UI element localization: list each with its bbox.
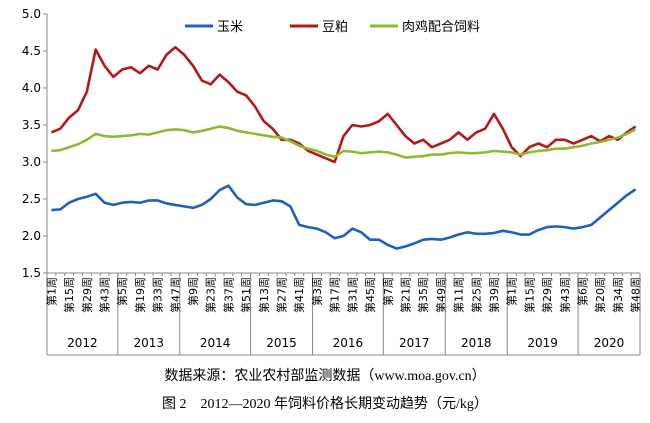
- x-tick-label: 第51周: [239, 277, 253, 313]
- x-tick-label: 第25周: [469, 277, 483, 313]
- y-tick-label: 4.0: [22, 81, 41, 95]
- x-tick-label: 第21周: [398, 277, 412, 313]
- source-note: 数据来源：农业农村部监测数据（www.moa.gov.cn）: [164, 368, 485, 384]
- x-tick-label: 第15周: [62, 277, 76, 313]
- x-tick-label: 第19周: [133, 277, 147, 313]
- x-tick-label: 第11周: [452, 277, 466, 313]
- year-label: 2018: [461, 336, 492, 350]
- x-tick-label: 第45周: [363, 277, 377, 313]
- x-tick-label: 第27周: [275, 277, 289, 313]
- x-tick-label: 第35周: [416, 277, 430, 313]
- legend-label: 玉米: [217, 20, 243, 35]
- series-line: [50, 46, 637, 164]
- series-line: [51, 184, 637, 250]
- x-tick-label: 第33周: [151, 277, 165, 313]
- x-tick-label: 第6周: [575, 277, 589, 306]
- x-tick-label: 第43周: [558, 277, 572, 313]
- x-tick-label: 第43周: [98, 277, 112, 313]
- x-tick-label: 第49周: [434, 277, 448, 313]
- x-tick-label: 第1周: [505, 277, 519, 306]
- year-label: 2019: [527, 336, 558, 350]
- year-label: 2012: [67, 336, 98, 350]
- x-tick-label: 第23周: [204, 277, 218, 313]
- x-tick-label: 第1周: [44, 277, 58, 306]
- y-tick-label: 2.0: [22, 229, 41, 243]
- caption: 图 2 2012—2020 年饲料价格长期变动趋势（元/kg）: [162, 396, 488, 412]
- year-label: 2014: [200, 336, 231, 350]
- x-tick-label: 第37周: [221, 277, 235, 313]
- year-label: 2013: [134, 336, 165, 350]
- year-label: 2020: [594, 336, 625, 350]
- x-tick-label: 第17周: [328, 277, 342, 313]
- legend-label: 肉鸡配合饲料: [402, 19, 480, 35]
- legend-label: 豆粕: [322, 20, 348, 35]
- x-tick-label: 第39周: [487, 277, 501, 313]
- y-tick-label: 2.5: [22, 192, 41, 206]
- x-tick-label: 第7周: [381, 277, 395, 306]
- x-tick-label: 第41周: [292, 277, 306, 313]
- x-tick-label: 第29周: [80, 277, 94, 313]
- series-line: [51, 125, 637, 159]
- y-tick-label: 1.5: [22, 266, 41, 280]
- x-tick-label: 第3周: [310, 277, 324, 306]
- x-tick-label: 第15周: [522, 277, 536, 313]
- y-tick-label: 4.5: [22, 44, 41, 58]
- y-tick-label: 5.0: [22, 7, 41, 21]
- x-tick-label: 第9周: [186, 277, 200, 306]
- x-tick-label: 第31周: [345, 277, 359, 313]
- year-label: 2016: [333, 336, 364, 350]
- x-tick-label: 第13周: [257, 277, 271, 313]
- x-tick-label: 第5周: [115, 277, 129, 306]
- x-tick-label: 第29周: [540, 277, 554, 313]
- x-tick-label: 第47周: [168, 277, 182, 313]
- year-label: 2017: [399, 336, 430, 350]
- x-tick-label: 第34周: [611, 277, 625, 313]
- y-tick-label: 3.5: [22, 118, 41, 132]
- year-label: 2015: [266, 336, 297, 350]
- x-tick-label: 第48周: [629, 277, 643, 313]
- x-tick-label: 第20周: [593, 277, 607, 313]
- y-tick-label: 3.0: [22, 155, 41, 169]
